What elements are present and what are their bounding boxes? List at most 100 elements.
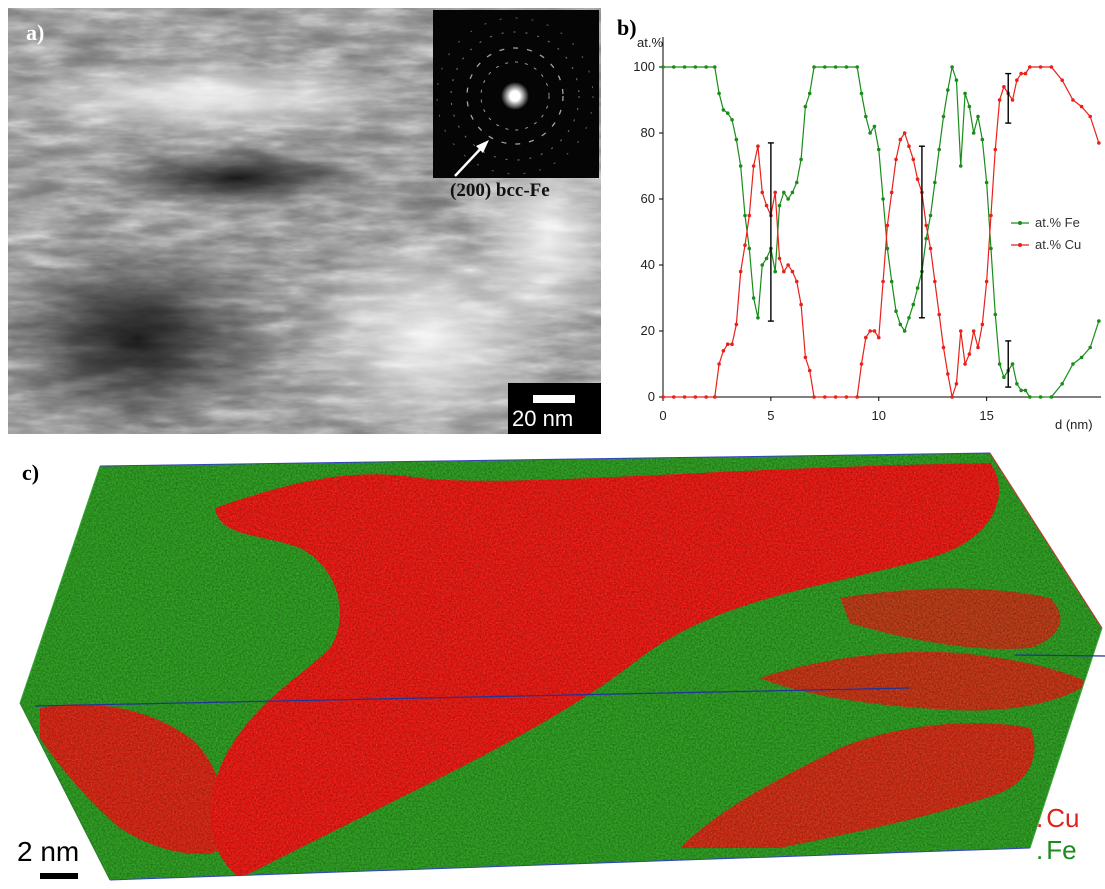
- data-point-atcu: [812, 395, 816, 399]
- data-point-atcu: [734, 322, 739, 327]
- data-point-atfe: [859, 91, 864, 96]
- data-point-atfe: [661, 65, 665, 69]
- tem-micrograph: a) (200) bcc-Fe 20 nm: [8, 8, 601, 434]
- data-point-atfe: [1049, 395, 1054, 399]
- data-point-atfe: [958, 164, 963, 168]
- data-point-atcu: [1023, 71, 1028, 76]
- data-point-atfe: [799, 157, 803, 162]
- panel-c-label: c): [22, 460, 40, 485]
- data-point-atcu: [1079, 104, 1084, 109]
- data-point-atcu: [661, 395, 665, 399]
- data-point-atfe: [1038, 395, 1043, 399]
- data-point-atfe: [967, 104, 972, 109]
- data-point-atcu: [721, 349, 726, 353]
- data-point-atfe: [885, 246, 890, 251]
- panel-a-label: a): [26, 20, 45, 45]
- data-point-atcu: [993, 147, 998, 152]
- scale-bar-a: [508, 383, 601, 434]
- data-point-atcu: [894, 157, 898, 162]
- composition-profile-chart: 0 20 40 60 80 100 0 5 10 15 at.% Fe at.% Cu at.% d…: [615, 5, 1105, 440]
- data-point-atfe: [743, 213, 747, 218]
- data-point-atfe: [751, 296, 756, 300]
- panel-b-label: b): [617, 15, 637, 40]
- scale-bar-c: [40, 873, 78, 879]
- data-point-atfe: [1002, 375, 1006, 380]
- data-point-atfe: [1060, 382, 1064, 386]
- data-point-atcu: [794, 279, 799, 284]
- atom-probe-reconstruction: c) 2 nm . Cu . Fe: [0, 448, 1105, 884]
- fe-marker: .: [1036, 835, 1044, 865]
- data-point-atfe: [1010, 362, 1015, 366]
- atom-cloud: [20, 453, 1102, 880]
- data-point-atfe: [764, 256, 769, 261]
- data-point-atfe: [898, 322, 903, 327]
- data-point-atfe: [844, 65, 849, 69]
- data-point-atcu: [881, 279, 885, 284]
- tem-image: [8, 8, 601, 434]
- data-point-atcu: [790, 269, 795, 274]
- data-point-atfe: [773, 269, 777, 274]
- data-point-atfe: [823, 65, 827, 69]
- y-tick-label: 40: [641, 257, 655, 272]
- data-point-atcu: [760, 190, 765, 195]
- data-point-atcu: [937, 312, 941, 317]
- data-point-atcu: [1010, 98, 1015, 102]
- legend-item-cu: . Cu: [1036, 802, 1079, 834]
- legend-label: at.% Fe: [1035, 215, 1080, 230]
- legend-item-fe: . Fe: [1036, 834, 1079, 866]
- data-point-atcu: [997, 98, 1002, 102]
- y-axis-label: at.%: [637, 35, 663, 50]
- data-point-atfe: [807, 91, 812, 96]
- data-point-atcu: [833, 395, 838, 399]
- data-point-atfe: [790, 190, 795, 195]
- data-point-atcu: [844, 395, 849, 399]
- data-point-atfe: [803, 104, 808, 109]
- y-tick-label: 100: [633, 59, 655, 74]
- legend-label: at.% Cu: [1035, 237, 1081, 252]
- data-point-atfe: [911, 302, 916, 307]
- data-point-atcu: [704, 395, 708, 399]
- data-point-atfe: [704, 65, 708, 69]
- data-point-atfe: [812, 65, 816, 69]
- data-point-atcu: [738, 269, 743, 274]
- data-point-atfe: [1015, 382, 1019, 386]
- data-point-atcu: [872, 329, 877, 333]
- data-point-atfe: [734, 137, 739, 142]
- data-point-atfe: [950, 65, 954, 69]
- data-point-atcu: [777, 256, 782, 261]
- data-point-atfe: [721, 108, 726, 112]
- diffraction-inset: [433, 10, 599, 178]
- y-tick-label: 60: [641, 191, 655, 206]
- data-point-atfe: [1071, 362, 1075, 366]
- data-point-atcu: [807, 368, 812, 373]
- y-tick-label: 20: [641, 323, 655, 338]
- data-point-atcu: [773, 190, 777, 195]
- data-point-atcu: [764, 203, 769, 208]
- data-point-atfe: [1019, 388, 1023, 393]
- data-point-atcu: [1019, 71, 1023, 76]
- data-point-atfe: [894, 309, 898, 314]
- data-point-atfe: [760, 263, 765, 267]
- data-point-atfe: [971, 131, 976, 135]
- data-point-atfe: [671, 65, 676, 69]
- legend-c: . Cu . Fe: [1036, 802, 1079, 866]
- data-point-atcu: [803, 355, 808, 360]
- data-point-atcu: [915, 177, 920, 181]
- data-point-atcu: [885, 223, 890, 228]
- data-point-atfe: [937, 147, 941, 152]
- scale-bar-a-label: 20 nm: [512, 406, 574, 431]
- cu-label: Cu: [1046, 803, 1080, 833]
- series-line-atcu: [663, 66, 1100, 398]
- fe-label: Fe: [1046, 835, 1077, 865]
- arrowhead-icon: [476, 140, 489, 153]
- data-point-atfe: [984, 180, 989, 185]
- data-point-atfe: [963, 91, 967, 96]
- data-point-atcu: [907, 144, 911, 148]
- data-point-atfe: [872, 124, 877, 129]
- data-point-atcu: [693, 395, 698, 399]
- data-point-atfe: [833, 65, 838, 69]
- data-point-atfe: [881, 197, 885, 201]
- data-point-atfe: [693, 65, 698, 69]
- data-point-atfe: [864, 114, 868, 119]
- data-point-atfe: [989, 246, 993, 251]
